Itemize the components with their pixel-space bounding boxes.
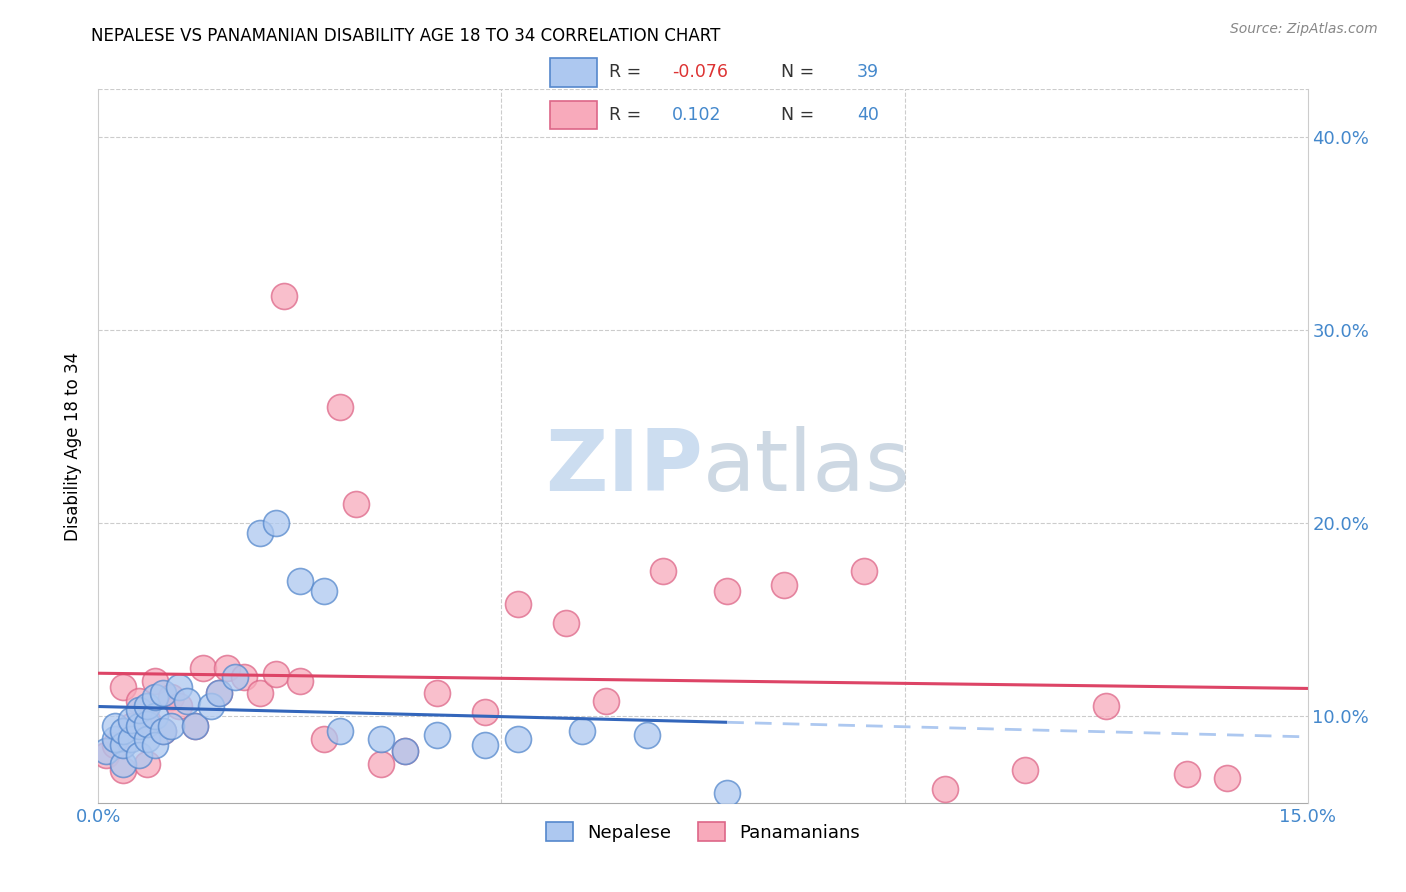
Point (160, 719, 183, 733)
Point (288, 674, 311, 689)
Point (143, 738, 166, 752)
Bar (550, 101, 598, 129)
Point (143, 674, 166, 689)
Point (426, 728, 449, 742)
Text: 40: 40 (858, 106, 879, 124)
Point (208, 686, 231, 700)
Point (143, 690, 166, 704)
Point (394, 744, 416, 758)
Point (370, 757, 392, 772)
Point (232, 670, 254, 684)
Point (184, 719, 207, 733)
Point (264, 666, 287, 681)
Point (96, 747, 118, 762)
Point (120, 719, 142, 733)
Point (329, 724, 352, 739)
Text: R =: R = (609, 106, 647, 124)
Point (426, 686, 449, 700)
Point (167, 680, 190, 694)
Text: 0.102: 0.102 (672, 106, 721, 124)
Text: 39: 39 (858, 63, 879, 81)
Point (103, 719, 125, 733)
Point (184, 719, 207, 733)
Point (506, 597, 529, 611)
Point (329, 401, 352, 415)
Point (1014, 763, 1036, 777)
Point (111, 724, 134, 739)
Point (103, 738, 125, 752)
Point (193, 661, 215, 675)
Bar (550, 58, 598, 87)
Legend: Nepalese, Panamanians: Nepalese, Panamanians (537, 814, 869, 851)
Text: NEPALESE VS PANAMANIAN DISABILITY AGE 18 TO 34 CORRELATION CHART: NEPALESE VS PANAMANIAN DISABILITY AGE 18… (91, 27, 721, 45)
Point (135, 713, 157, 727)
Point (314, 583, 336, 598)
Point (288, 574, 311, 588)
Text: ZIP: ZIP (546, 425, 703, 509)
Point (934, 782, 956, 797)
Point (249, 686, 271, 700)
Point (96, 744, 118, 758)
Point (571, 724, 593, 739)
Point (853, 565, 876, 579)
Point (506, 732, 529, 747)
Point (224, 670, 246, 684)
Point (636, 728, 658, 742)
Point (111, 680, 134, 694)
Point (176, 693, 198, 707)
Point (103, 732, 125, 747)
Point (152, 724, 174, 739)
Point (128, 719, 150, 733)
Point (1175, 767, 1198, 781)
Text: atlas: atlas (703, 425, 911, 509)
Point (474, 738, 496, 752)
Point (111, 757, 134, 772)
Point (143, 709, 166, 723)
Point (120, 732, 142, 747)
Point (772, 578, 794, 592)
Point (200, 699, 222, 714)
Point (1216, 771, 1239, 785)
Point (716, 583, 738, 598)
Point (264, 516, 287, 530)
Y-axis label: Disability Age 18 to 34: Disability Age 18 to 34 (65, 351, 83, 541)
Point (273, 288, 295, 302)
Point (152, 724, 174, 739)
Point (716, 786, 738, 800)
Point (344, 497, 367, 511)
Point (167, 699, 190, 714)
Point (111, 763, 134, 777)
Point (135, 732, 157, 747)
Point (208, 686, 231, 700)
Point (120, 713, 142, 727)
Point (160, 690, 183, 704)
Point (249, 525, 271, 540)
Text: Source: ZipAtlas.com: Source: ZipAtlas.com (1230, 22, 1378, 37)
Point (135, 716, 157, 731)
Text: -0.076: -0.076 (672, 63, 728, 81)
Point (651, 565, 673, 579)
Text: N =: N = (770, 63, 820, 81)
Point (128, 747, 150, 762)
Point (1095, 699, 1118, 714)
Point (474, 705, 496, 719)
Point (394, 744, 416, 758)
Point (111, 738, 134, 752)
Point (128, 693, 150, 707)
Point (152, 686, 174, 700)
Point (314, 732, 336, 747)
Point (135, 757, 157, 772)
Point (128, 703, 150, 717)
Text: N =: N = (770, 106, 820, 124)
Point (555, 616, 578, 631)
Point (135, 699, 157, 714)
Text: R =: R = (609, 63, 647, 81)
Point (595, 693, 617, 707)
Point (370, 732, 392, 747)
Point (217, 661, 239, 675)
